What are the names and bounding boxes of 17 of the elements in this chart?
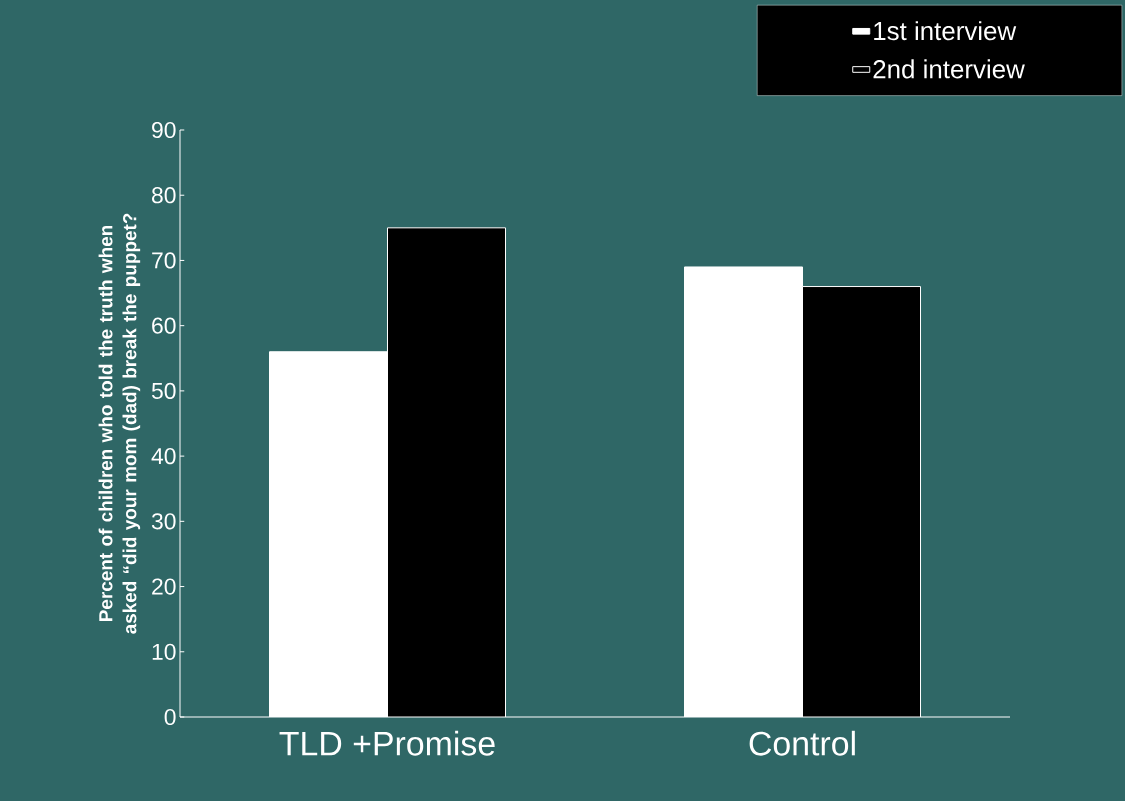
y-tick-label: 80 xyxy=(151,187,176,204)
y-tick-label: 70 xyxy=(152,252,176,269)
y-tick-label: 30 xyxy=(151,513,176,530)
x-tick-label: TLD +Promise xyxy=(279,730,495,756)
y-tick-label: 10 xyxy=(152,643,176,660)
y-tick-label: 50 xyxy=(151,382,176,399)
y-tick-label: 60 xyxy=(152,317,176,334)
x-tick-label: Control xyxy=(749,730,855,756)
y-tick-label: 0 xyxy=(164,708,176,726)
bar xyxy=(802,286,922,717)
bar xyxy=(387,227,506,717)
y-tick-label: 90 xyxy=(152,121,176,139)
legend-label: 2nd interview xyxy=(873,59,1025,79)
y-axis-title: Percent of children who told the truth when asked “did your mom (dad) break the puppet? xyxy=(98,213,141,634)
y-tick-label: 20 xyxy=(152,578,176,595)
y-tick-label: 40 xyxy=(151,448,176,465)
legend-label: 1st interview xyxy=(874,21,1017,41)
